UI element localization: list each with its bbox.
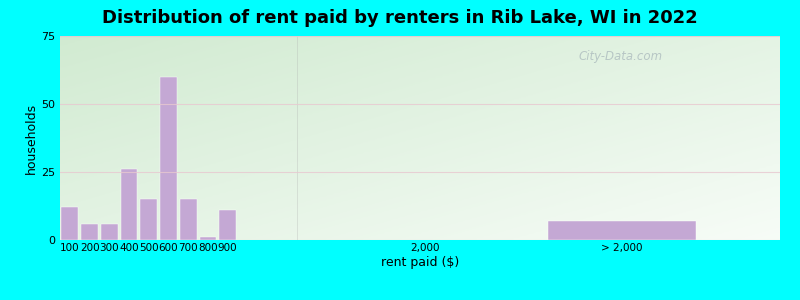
X-axis label: rent paid ($): rent paid ($) xyxy=(381,256,459,268)
Bar xyxy=(62,207,78,240)
Bar xyxy=(121,169,138,240)
Text: Distribution of rent paid by renters in Rib Lake, WI in 2022: Distribution of rent paid by renters in … xyxy=(102,9,698,27)
Bar xyxy=(160,77,177,240)
Bar xyxy=(82,224,98,240)
Text: City-Data.com: City-Data.com xyxy=(578,50,662,63)
Bar xyxy=(101,224,118,240)
Bar xyxy=(219,210,236,240)
Bar xyxy=(180,199,197,240)
Y-axis label: households: households xyxy=(26,102,38,174)
Bar xyxy=(140,199,157,240)
Bar xyxy=(548,221,696,240)
Bar xyxy=(199,237,216,240)
